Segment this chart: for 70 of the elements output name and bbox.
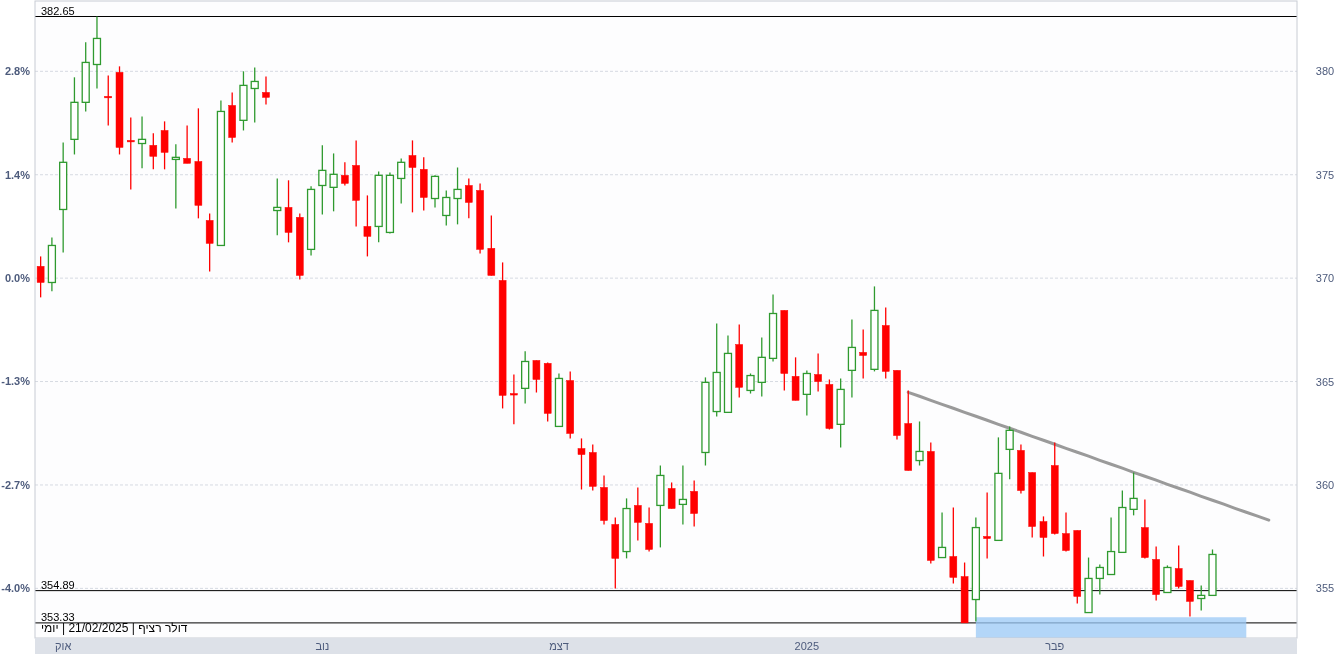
candlestick — [802, 369, 811, 417]
candlestick — [634, 486, 642, 542]
x-tick-label: אוק — [55, 640, 72, 652]
candlestick — [36, 255, 45, 299]
candlestick — [1106, 516, 1116, 576]
candlestick — [1039, 515, 1048, 558]
ref-line-label: 354.89 — [41, 578, 75, 591]
candlestick — [667, 481, 676, 510]
y2-tick-label: 1.4% — [4, 168, 31, 181]
candlestick — [397, 157, 406, 205]
x-tick-label: 2025 — [794, 640, 820, 652]
candlestick — [104, 74, 112, 127]
candlestick — [814, 352, 822, 393]
candlestick — [408, 139, 417, 214]
y-tick-label: 365 — [1315, 375, 1335, 388]
candlestick — [915, 420, 924, 467]
candlestick — [262, 75, 270, 106]
candlestick — [127, 116, 135, 191]
candlestick — [250, 66, 259, 124]
candlestick — [859, 328, 867, 380]
candlestick — [465, 177, 473, 220]
x-tick-label: נוב — [315, 640, 330, 652]
y-tick-label: 360 — [1315, 478, 1335, 491]
candlestick — [318, 144, 327, 216]
candlestick — [678, 464, 688, 526]
y-tick-label: 380 — [1315, 65, 1335, 78]
annotation: דולר רציף | 21/02/2025 | יומי — [41, 621, 188, 635]
candlestick — [746, 372, 755, 395]
candlestick — [510, 373, 518, 426]
candlestick — [532, 359, 541, 394]
candlestick — [1197, 584, 1206, 612]
y2-tick-label: 2.8% — [4, 65, 31, 78]
candlestick — [1129, 471, 1138, 517]
ref-line-label: 353.33 — [41, 610, 75, 623]
line-series — [906, 390, 1271, 522]
candlestick — [430, 174, 440, 209]
x-tick-label: פבר — [1045, 640, 1065, 652]
y-tick-label: 370 — [1315, 272, 1335, 285]
candlestick — [171, 143, 180, 210]
y2-tick-label: 0.0% — [4, 271, 31, 284]
candlestick — [690, 479, 698, 528]
candlestick — [363, 194, 372, 258]
y2-tick-label: -2.7% — [1, 479, 31, 492]
candlestick — [329, 152, 338, 212]
candlestick — [183, 124, 191, 164]
candlestick — [442, 189, 451, 227]
candlestick — [1095, 563, 1104, 596]
candlestick — [1062, 511, 1070, 553]
candlestick — [453, 166, 462, 226]
candlestick — [1174, 544, 1183, 590]
ref-line-label: 382.65 — [41, 4, 75, 17]
x-tick-label: דצמ — [549, 640, 569, 652]
candlestick — [1005, 425, 1014, 481]
candlestick — [983, 491, 991, 560]
candlestick — [341, 161, 349, 187]
candlestick — [577, 437, 586, 491]
candlestick — [149, 132, 158, 170]
y2-tick-label: -4.0% — [1, 582, 31, 595]
candlestick — [137, 115, 147, 169]
candlestick — [949, 506, 958, 585]
y2-tick-label: -1.3% — [1, 375, 31, 388]
candlestick — [847, 318, 857, 399]
candlestick — [1186, 579, 1194, 618]
y-tick-label: 355 — [1315, 582, 1335, 595]
candlestick — [937, 511, 947, 559]
y-tick-label: 375 — [1315, 168, 1335, 181]
candlestick — [791, 356, 800, 402]
candlestick — [273, 177, 282, 236]
candlestick — [205, 212, 214, 273]
candlestick — [160, 120, 169, 170]
